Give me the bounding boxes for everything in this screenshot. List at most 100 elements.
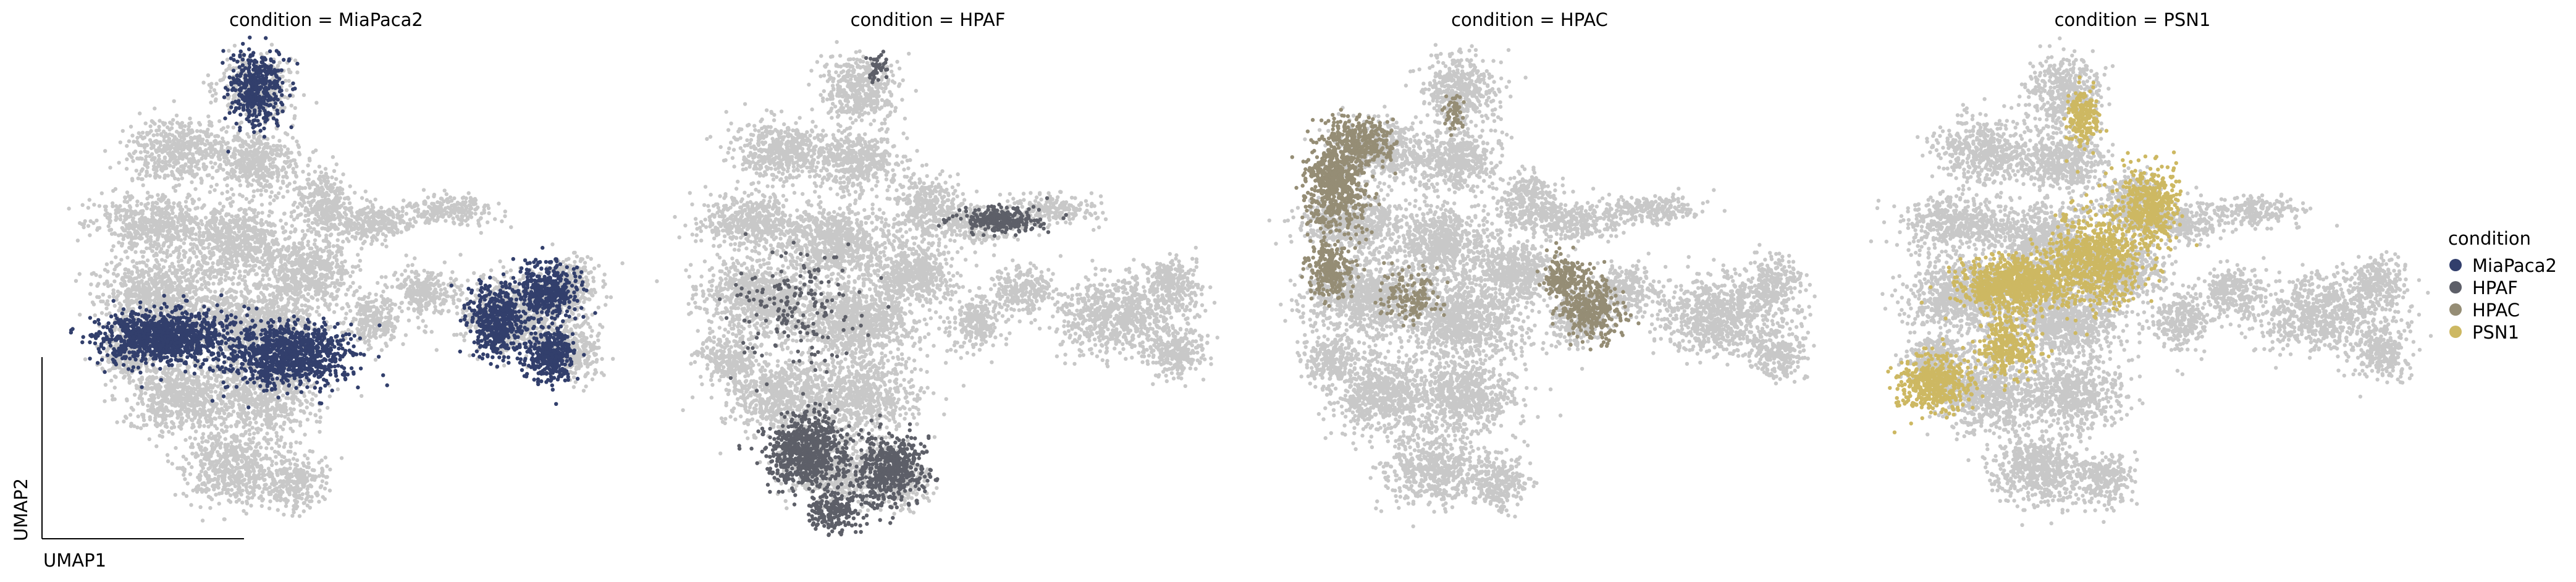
scatter-point — [117, 161, 121, 165]
scatter-point — [303, 219, 307, 223]
scatter-point — [358, 258, 363, 263]
scatter-point — [348, 284, 353, 289]
scatter-point — [189, 138, 194, 143]
scatter-point — [328, 233, 333, 237]
scatter-point — [240, 174, 245, 179]
scatter-point — [335, 289, 339, 293]
scatter-point — [285, 269, 290, 273]
scatter-point — [171, 250, 175, 255]
scatter-point — [205, 138, 209, 143]
scatter-point — [250, 237, 255, 242]
scatter-point — [104, 302, 108, 306]
scatter-point — [214, 169, 219, 174]
scatter-point — [130, 272, 134, 276]
scatter-point — [151, 278, 156, 283]
scatter-point — [134, 243, 138, 248]
scatter-point — [308, 185, 312, 190]
scatter-point — [134, 293, 139, 298]
scatter-point — [169, 156, 174, 161]
scatter-point — [175, 147, 180, 152]
scatter-point — [204, 226, 209, 230]
scatter-point — [291, 203, 296, 207]
scatter-point — [245, 239, 250, 243]
scatter-point — [202, 246, 207, 250]
scatter-point — [233, 245, 237, 250]
scatter-point — [306, 177, 311, 182]
scatter-point — [116, 263, 120, 268]
scatter-point — [380, 242, 385, 247]
scatter-point — [116, 233, 121, 238]
scatter-point — [219, 78, 224, 82]
scatter-point — [171, 185, 176, 190]
scatter-point — [166, 174, 170, 178]
scatter-point — [403, 225, 408, 230]
scatter-point — [384, 244, 389, 249]
scatter-point — [325, 272, 329, 277]
scatter-point — [324, 184, 329, 188]
scatter-point — [145, 130, 149, 135]
scatter-point — [230, 167, 234, 172]
scatter-point — [309, 261, 314, 266]
scatter-point — [220, 247, 224, 251]
scatter-point — [89, 282, 93, 287]
scatter-point — [240, 138, 245, 143]
scatter-point — [191, 264, 195, 268]
scatter-point — [117, 240, 121, 245]
scatter-point — [148, 124, 153, 129]
scatter-point — [322, 298, 327, 303]
scatter-point — [311, 150, 316, 154]
scatter-point — [225, 156, 229, 161]
scatter-point — [260, 150, 265, 154]
scatter-point — [87, 198, 91, 202]
scatter-point — [215, 133, 219, 138]
scatter-point — [130, 177, 135, 181]
scatter-point — [290, 135, 295, 140]
scatter-point — [77, 272, 82, 276]
scatter-point — [333, 202, 337, 206]
scatter-point — [111, 244, 116, 248]
scatter-point — [261, 253, 266, 257]
scatter-point — [161, 219, 165, 224]
scatter-point — [237, 179, 242, 183]
scatter-point — [182, 275, 187, 279]
scatter-point — [164, 200, 169, 205]
scatter-point — [164, 132, 168, 136]
scatter-point — [199, 176, 203, 181]
scatter-point — [260, 268, 265, 273]
scatter-point — [227, 276, 231, 280]
scatter-point — [306, 210, 311, 214]
scatter-point — [210, 93, 215, 98]
scatter-point — [156, 206, 161, 210]
scatter-point — [140, 211, 145, 216]
scatter-point — [170, 172, 175, 177]
scatter-point — [130, 133, 135, 138]
scatter-point — [292, 250, 297, 255]
scatter-point — [293, 58, 298, 63]
scatter-point — [337, 282, 341, 287]
scatter-point — [156, 193, 160, 197]
scatter-point — [172, 99, 176, 103]
scatter-point — [80, 222, 84, 226]
scatter-point — [285, 147, 290, 151]
scatter-point — [321, 175, 326, 179]
scatter-point — [99, 191, 104, 195]
scatter-point — [224, 130, 229, 134]
scatter-point — [282, 159, 287, 164]
scatter-point — [209, 124, 214, 128]
scatter-point — [221, 205, 225, 209]
scatter-point — [271, 222, 276, 226]
scatter-point — [288, 162, 292, 167]
scatter-point — [123, 271, 127, 276]
scatter-point — [223, 277, 227, 282]
scatter-point — [371, 205, 376, 209]
scatter-point — [300, 204, 305, 208]
scatter-point — [379, 205, 384, 210]
scatter-point — [308, 194, 313, 198]
scatter-point — [147, 277, 152, 282]
scatter-point — [158, 279, 162, 284]
scatter-point — [188, 171, 192, 175]
scatter-point — [187, 124, 192, 129]
scatter-point — [167, 132, 172, 137]
scatter-point — [289, 103, 293, 108]
